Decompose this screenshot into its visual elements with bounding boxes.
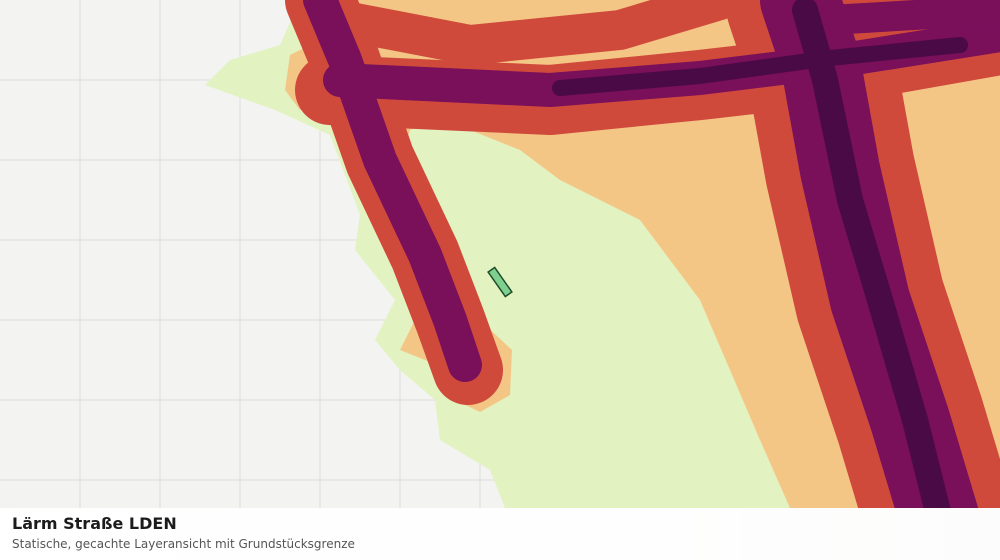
- caption-bar: Lärm Straße LDEN Statische, gecachte Lay…: [0, 508, 1000, 560]
- noise-layer: [0, 0, 1000, 508]
- map-title: Lärm Straße LDEN: [12, 514, 177, 533]
- road-noise: [285, 0, 1000, 508]
- parcel-boundary[interactable]: [487, 266, 513, 298]
- map-subtitle: Statische, gecachte Layeransicht mit Gru…: [12, 537, 355, 551]
